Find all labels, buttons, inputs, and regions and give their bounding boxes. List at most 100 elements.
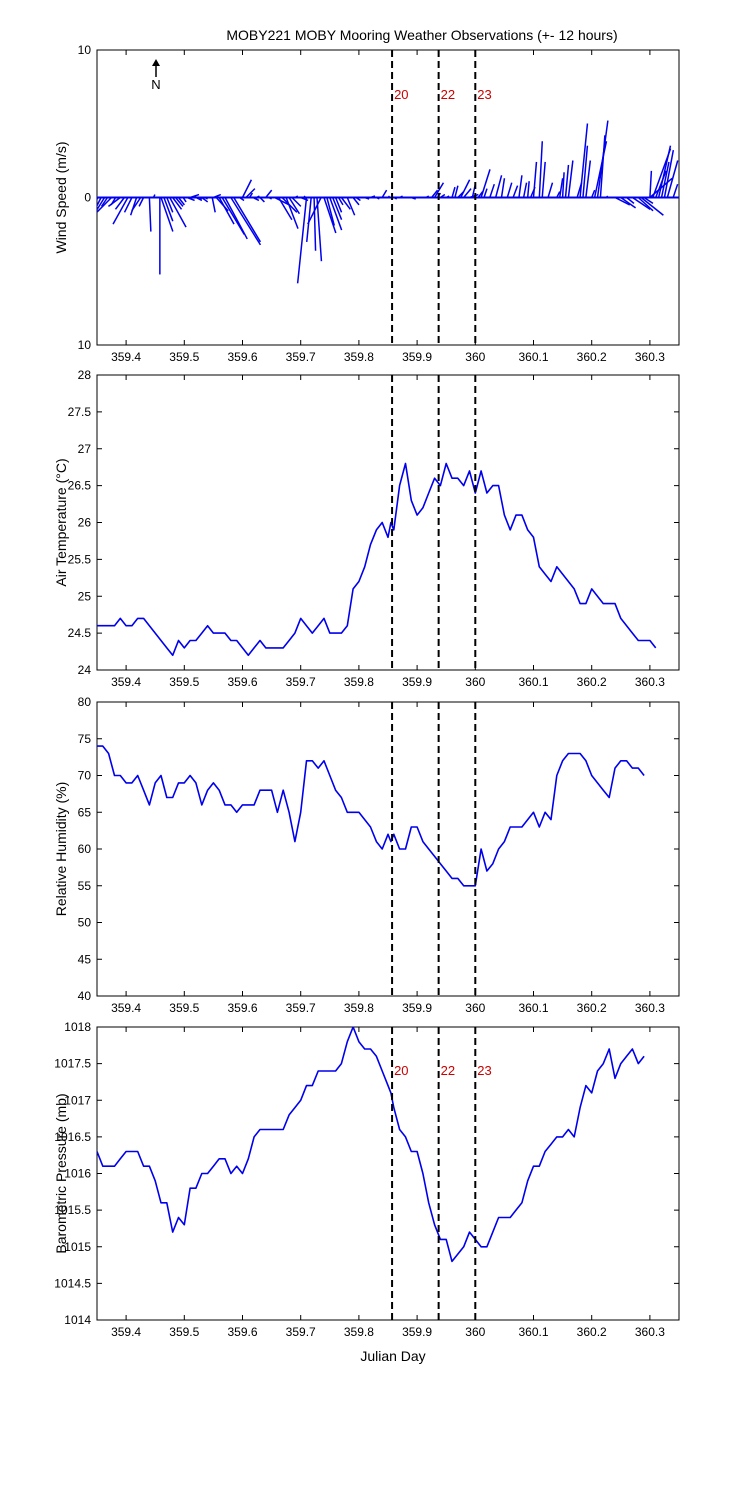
- air-temp-y-tick-label: 28: [78, 368, 92, 382]
- wind-x-tick-label: 359.7: [286, 350, 316, 364]
- pressure-y-axis-label: Barometric Pressure (mb): [53, 1093, 69, 1253]
- wind-stick: [152, 194, 156, 198]
- humidity-x-tick-label: 359.7: [286, 1001, 316, 1015]
- wind-stick: [198, 196, 203, 200]
- humidity-plot-area: [97, 745, 645, 887]
- air-temp-x-tick-label: 360.1: [518, 675, 548, 689]
- wind-stick: [268, 196, 272, 200]
- wind-stick: [556, 191, 561, 198]
- wind-stick: [296, 197, 308, 284]
- wind-stick: [355, 196, 361, 202]
- wind-stick: [541, 161, 546, 198]
- wind-stick: [518, 175, 523, 198]
- wind-stick: [316, 197, 323, 262]
- humidity-x-tick-label: 359.6: [227, 1001, 257, 1015]
- wind-stick: [411, 196, 416, 200]
- wind-stick: [148, 197, 152, 232]
- wind-stick: [112, 197, 129, 225]
- wind-stick: [352, 197, 360, 206]
- wind-stick: [174, 197, 184, 207]
- pressure-y-tick-label: 1017.5: [54, 1057, 91, 1071]
- wind-stick: [431, 189, 439, 198]
- wind-x-tick-label: 360.2: [577, 350, 607, 364]
- humidity-x-tick-label: 359.9: [402, 1001, 432, 1015]
- wind-stick: [169, 197, 187, 228]
- wind-stick: [305, 197, 312, 242]
- wind-stick: [332, 197, 343, 220]
- north-label: N: [151, 77, 160, 92]
- air-temp-plot-area: [97, 462, 657, 657]
- wind-plot-area: [97, 120, 679, 284]
- wind-stick: [643, 196, 654, 205]
- wind-stick: [480, 169, 491, 198]
- wind-stick: [649, 170, 653, 198]
- wind-stick: [558, 178, 564, 198]
- humidity-y-tick-label: 70: [78, 769, 92, 783]
- air-temp-axes-frame: [96, 374, 680, 671]
- humidity-series-line: [97, 745, 645, 887]
- pressure-x-tick-label: 360.1: [518, 1325, 548, 1339]
- pressure-y-tick-label: 1015: [64, 1240, 91, 1254]
- wind-stick: [506, 182, 513, 198]
- humidity-x-tick-label: 360: [465, 1001, 485, 1015]
- wind-stick: [567, 160, 574, 198]
- wind-stick: [313, 197, 317, 251]
- wind-x-tick-label: 360.3: [635, 350, 665, 364]
- air-temp-y-tick-label: 26: [78, 516, 92, 530]
- wind-stick: [326, 197, 336, 226]
- wind-stick: [204, 196, 208, 200]
- wind-stick: [564, 164, 570, 198]
- humidity-y-tick-label: 80: [78, 695, 92, 709]
- wind-stick: [620, 196, 637, 209]
- air-temp-x-tick-label: 360.2: [577, 675, 607, 689]
- wind-stick: [500, 178, 506, 198]
- wind-y-axis-label: Wind Speed (m/s): [53, 141, 69, 253]
- wind-stick: [489, 183, 496, 198]
- air-temp-x-tick-label: 359.9: [402, 675, 432, 689]
- wind-stick: [337, 197, 344, 206]
- wind-stick: [512, 185, 519, 198]
- wind-stick: [211, 197, 216, 213]
- air-temp-x-tick-label: 360: [465, 675, 485, 689]
- wind-stick: [381, 189, 388, 198]
- wind-stick: [605, 195, 609, 199]
- wind-stick: [532, 161, 538, 198]
- wind-stick: [233, 197, 262, 243]
- air-temp-y-tick-label: 24.5: [68, 626, 92, 640]
- humidity-y-tick-label: 40: [78, 989, 92, 1003]
- air-temp-y-tick-label: 26.5: [68, 479, 92, 493]
- wind-y-tick-label: 10: [78, 43, 92, 57]
- wind-y-tick-label: 0: [84, 191, 91, 205]
- air-temp-x-tick-label: 359.8: [344, 675, 374, 689]
- wind-stick: [640, 196, 664, 216]
- wind-stick: [663, 150, 675, 198]
- humidity-y-tick-label: 55: [78, 879, 92, 893]
- wind-stick: [224, 197, 248, 240]
- wind-stick: [451, 186, 456, 198]
- wind-x-tick-label: 359.6: [227, 350, 257, 364]
- humidity-y-tick-label: 65: [78, 805, 92, 819]
- wind-stick: [561, 172, 565, 198]
- pressure-y-tick-label: 1015.5: [54, 1203, 91, 1217]
- wind-event-marker-label: 22: [441, 87, 455, 102]
- wind-stick: [494, 175, 503, 198]
- wind-stick: [245, 188, 256, 199]
- wind-stick: [291, 196, 302, 207]
- wind-stick: [97, 196, 113, 213]
- wind-stick: [182, 197, 187, 203]
- pressure-x-tick-label: 359.9: [402, 1325, 432, 1339]
- wind-stick: [192, 195, 197, 199]
- pressure-x-tick-label: 359.7: [286, 1325, 316, 1339]
- wind-stick: [248, 192, 254, 198]
- humidity-x-tick-label: 360.2: [577, 1001, 607, 1015]
- wind-stick: [579, 123, 589, 198]
- wind-stick: [160, 197, 174, 232]
- wind-stick: [195, 196, 203, 202]
- wind-stick: [163, 197, 174, 222]
- humidity-x-tick-label: 359.5: [169, 1001, 199, 1015]
- wind-stick: [463, 188, 472, 198]
- humidity-y-tick-label: 60: [78, 842, 92, 856]
- pressure-x-tick-label: 359.5: [169, 1325, 199, 1339]
- humidity-x-tick-label: 360.3: [635, 1001, 665, 1015]
